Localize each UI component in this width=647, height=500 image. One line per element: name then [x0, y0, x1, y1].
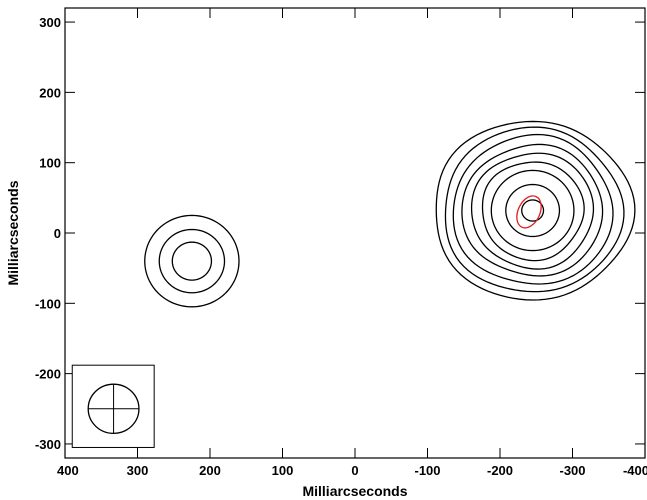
- x-tick-label: -400: [623, 463, 647, 478]
- contour-level: [452, 133, 614, 285]
- y-axis-label: Milliarcseconds: [5, 180, 21, 285]
- contour-level: [461, 143, 604, 277]
- contour-level: [505, 183, 561, 238]
- contour-layer: [144, 120, 636, 308]
- y-tick-label: -100: [35, 296, 61, 311]
- beam-inset: [71, 364, 155, 448]
- y-tick-label: 300: [39, 15, 61, 30]
- contour-level: [490, 169, 575, 252]
- y-tick-label: 200: [39, 85, 61, 100]
- x-tick-label: 200: [199, 463, 221, 478]
- x-tick-label: -300: [559, 463, 585, 478]
- x-tick-label: 100: [272, 463, 294, 478]
- contour-level: [144, 214, 240, 308]
- x-tick-label: 0: [351, 463, 358, 478]
- x-tick-label: 300: [127, 463, 149, 478]
- contour-level: [481, 161, 585, 262]
- contour-level: [171, 241, 213, 281]
- y-tick-label: 0: [54, 226, 61, 241]
- contour-level: [435, 120, 636, 301]
- y-tick-label: 100: [39, 156, 61, 171]
- plot-frame: [64, 7, 646, 459]
- x-axis-label: Milliarcseconds: [302, 483, 407, 499]
- contour-level: [470, 152, 595, 270]
- y-tick-labels: -300 -200 -100 0 100 200 300: [35, 15, 61, 452]
- x-tick-label: -200: [487, 463, 513, 478]
- x-tick-label: 400: [57, 463, 79, 478]
- contour-level: [444, 126, 625, 293]
- x-tick-label: -100: [414, 463, 440, 478]
- contour-level: [521, 199, 545, 222]
- contour-level: [158, 228, 226, 294]
- x-tick-labels: 400 300 200 100 0 -100 -200 -300 -400: [57, 463, 647, 478]
- y-tick-label: -300: [35, 437, 61, 452]
- highlight-contour: [516, 195, 542, 229]
- y-tick-label: -200: [35, 367, 61, 382]
